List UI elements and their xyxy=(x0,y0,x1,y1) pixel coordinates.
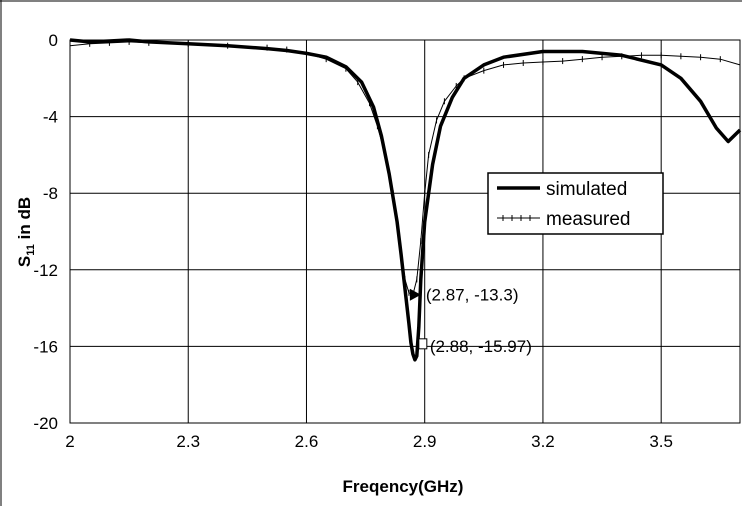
x-tick-label: 3.5 xyxy=(649,432,673,451)
legend-measured-label: measured xyxy=(546,209,631,230)
y-axis-title-main: S xyxy=(15,256,34,267)
annotation-label: (2.88, -15.97) xyxy=(430,337,532,356)
legend-simulated-label: simulated xyxy=(546,179,627,200)
annotation-marker xyxy=(418,338,428,350)
series-line-simulated xyxy=(69,38,742,362)
x-axis-title: Freqency(GHz) xyxy=(343,477,464,496)
x-tick-label: 2 xyxy=(65,432,74,451)
y-tick-label: 0 xyxy=(49,31,58,50)
y-tick-label: -20 xyxy=(33,414,58,433)
y-axis-title: S11 in dB xyxy=(15,197,37,267)
plot-border xyxy=(69,39,741,424)
series-line-measured xyxy=(69,41,741,296)
y-tick-label: -12 xyxy=(33,261,58,280)
x-tick-label: 2.6 xyxy=(295,432,319,451)
tick-labels: 0 -4 -8 -12 -16 -20 2 2.3 2.6 2.9 3.2 3.5 xyxy=(33,31,673,451)
x-tick-label: 3.2 xyxy=(531,432,555,451)
x-tick-label: 2.3 xyxy=(176,432,200,451)
y-axis-title-subscript: 11 xyxy=(25,244,37,256)
annotations: (2.87, -13.3) (2.88, -15.97) xyxy=(409,286,532,356)
x-tick-label: 2.9 xyxy=(413,432,437,451)
annotation-marker xyxy=(409,288,421,301)
legend-box xyxy=(487,172,664,235)
y-tick-label: -16 xyxy=(33,337,58,356)
legend-measured-markers xyxy=(502,215,531,221)
y-tick-label: -4 xyxy=(43,108,58,127)
y-axis-title-rest: in dB xyxy=(15,197,34,244)
annotation-label: (2.87, -13.3) xyxy=(426,286,519,305)
y-tick-label: -8 xyxy=(43,184,58,203)
legend: simulated measured xyxy=(487,172,664,235)
